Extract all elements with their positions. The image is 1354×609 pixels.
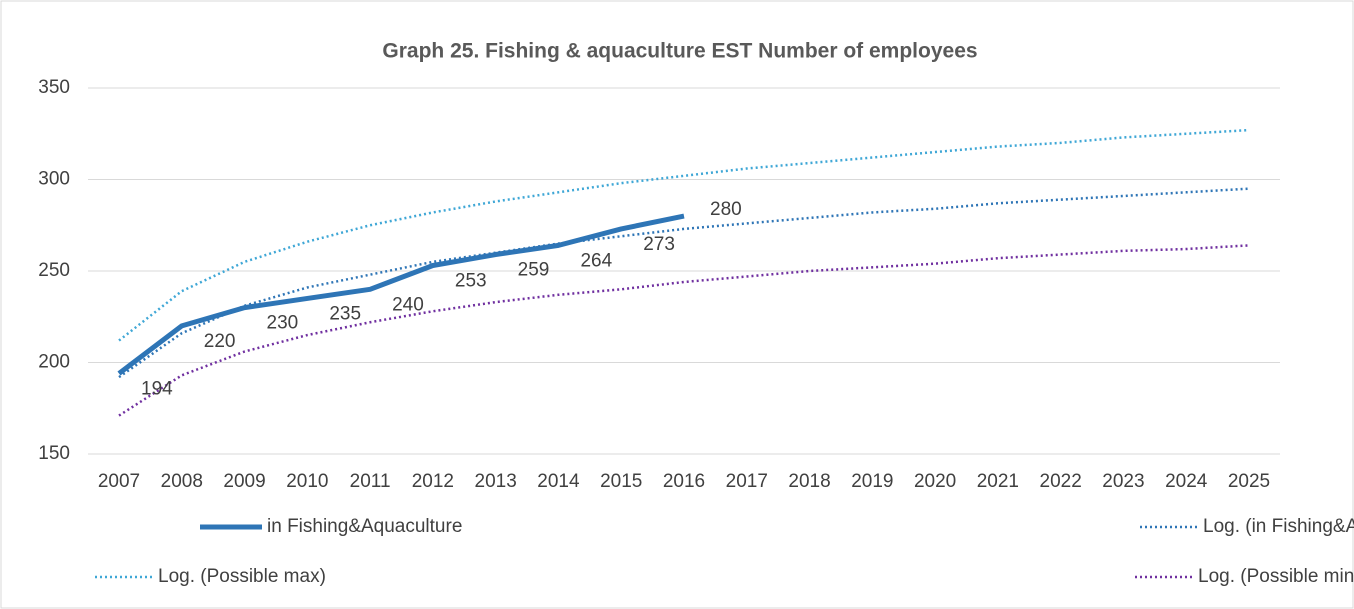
legend-label: Log. (in Fishing&Aquaculture) [1203, 516, 1354, 537]
x-tick-label: 2014 [537, 471, 580, 492]
series-line [118, 187, 1250, 379]
chart-title: Graph 25. Fishing & aquaculture EST Numb… [382, 40, 977, 63]
data-label: 240 [392, 294, 424, 315]
x-tick-label: 2018 [788, 471, 830, 492]
x-tick-label: 2020 [914, 471, 956, 492]
data-label: 220 [204, 331, 236, 352]
y-tick-label: 250 [38, 260, 70, 281]
y-tick-label: 200 [38, 352, 70, 373]
data-label: 235 [329, 303, 361, 324]
x-tick-label: 2012 [412, 471, 454, 492]
legend-label: in Fishing&Aquaculture [267, 516, 462, 537]
series-line [117, 213, 685, 376]
data-label: 253 [455, 271, 487, 292]
y-tick-label: 150 [38, 443, 70, 464]
x-tick-label: 2007 [98, 471, 140, 492]
legend-label: Log. (Possible min) [1198, 566, 1354, 587]
series-line [118, 128, 1250, 342]
y-tick-label: 350 [38, 77, 70, 98]
x-tick-label: 2024 [1165, 471, 1208, 492]
x-tick-label: 2015 [600, 471, 642, 492]
x-tick-label: 2022 [1040, 471, 1082, 492]
x-tick-label: 2016 [663, 471, 705, 492]
x-tick-label: 2023 [1102, 471, 1144, 492]
legend-label: Log. (Possible max) [158, 566, 326, 587]
x-tick-label: 2017 [726, 471, 768, 492]
x-tick-label: 2013 [475, 471, 517, 492]
data-label: 280 [710, 199, 742, 220]
data-label: 264 [580, 250, 612, 271]
y-tick-label: 300 [38, 169, 70, 190]
x-tick-label: 2019 [851, 471, 893, 492]
x-tick-label: 2025 [1228, 471, 1270, 492]
data-label: 273 [643, 234, 675, 255]
x-tick-label: 2008 [161, 471, 203, 492]
data-label: 194 [141, 378, 173, 399]
x-tick-label: 2009 [223, 471, 265, 492]
x-tick-label: 2021 [977, 471, 1019, 492]
data-label: 230 [267, 313, 299, 334]
series-line [118, 244, 1250, 417]
data-label: 259 [518, 260, 550, 281]
x-tick-label: 2011 [350, 471, 391, 492]
x-tick-label: 2010 [286, 471, 328, 492]
